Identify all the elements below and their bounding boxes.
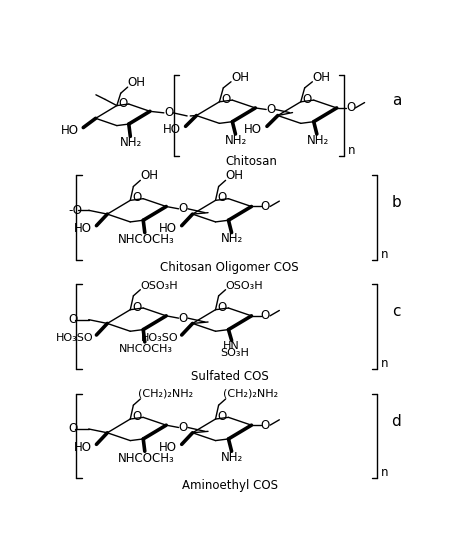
Text: O: O bbox=[261, 419, 270, 432]
Text: n: n bbox=[381, 357, 388, 370]
Text: (CH₂)₂NH₂: (CH₂)₂NH₂ bbox=[223, 389, 278, 399]
Text: HO: HO bbox=[244, 123, 262, 136]
Text: Sulfated COS: Sulfated COS bbox=[191, 370, 269, 383]
Text: OH: OH bbox=[140, 169, 158, 182]
Text: O: O bbox=[221, 93, 230, 106]
Text: O: O bbox=[179, 312, 188, 325]
Text: O: O bbox=[132, 301, 141, 314]
Text: b: b bbox=[392, 195, 401, 210]
Text: O: O bbox=[69, 313, 78, 326]
Text: O: O bbox=[346, 101, 356, 115]
Text: O: O bbox=[132, 192, 141, 205]
Text: Chitosan Oligomer COS: Chitosan Oligomer COS bbox=[160, 261, 299, 274]
Text: HO: HO bbox=[74, 441, 92, 454]
Text: NHCOCH₃: NHCOCH₃ bbox=[118, 233, 175, 246]
Text: NH₂: NH₂ bbox=[221, 451, 244, 464]
Text: O: O bbox=[302, 93, 312, 106]
Text: HO₃SO: HO₃SO bbox=[141, 333, 179, 343]
Text: HO: HO bbox=[163, 123, 181, 136]
Text: O: O bbox=[69, 423, 78, 435]
Text: HO: HO bbox=[159, 222, 177, 235]
Text: a: a bbox=[392, 93, 401, 108]
Text: OH: OH bbox=[226, 169, 244, 182]
Text: O: O bbox=[164, 106, 173, 120]
Text: OSO₃H: OSO₃H bbox=[140, 281, 178, 291]
Text: O: O bbox=[266, 103, 275, 116]
Text: NHCOCH₃: NHCOCH₃ bbox=[118, 452, 175, 465]
Text: O: O bbox=[218, 301, 227, 314]
Text: O: O bbox=[179, 202, 188, 215]
Text: SO₃H: SO₃H bbox=[220, 348, 249, 358]
Text: O: O bbox=[218, 410, 227, 423]
Text: O: O bbox=[132, 410, 141, 423]
Text: O: O bbox=[118, 97, 128, 110]
Text: O: O bbox=[261, 309, 270, 323]
Text: NH₂: NH₂ bbox=[120, 136, 142, 149]
Text: OH: OH bbox=[128, 76, 146, 89]
Text: HO: HO bbox=[159, 441, 177, 454]
Text: HN: HN bbox=[223, 341, 240, 350]
Text: NH₂: NH₂ bbox=[221, 232, 244, 245]
Text: NH₂: NH₂ bbox=[307, 134, 329, 146]
Text: HO: HO bbox=[74, 222, 92, 235]
Text: Chitosan: Chitosan bbox=[226, 154, 277, 168]
Text: HO₃SO: HO₃SO bbox=[56, 333, 93, 343]
Text: NH₂: NH₂ bbox=[225, 134, 247, 146]
Text: n: n bbox=[347, 144, 355, 157]
Text: d: d bbox=[392, 414, 401, 429]
Text: OH: OH bbox=[231, 70, 249, 84]
Text: NHCOCH₃: NHCOCH₃ bbox=[119, 344, 173, 354]
Text: Aminoethyl COS: Aminoethyl COS bbox=[182, 480, 278, 492]
Text: c: c bbox=[392, 305, 401, 319]
Text: (CH₂)₂NH₂: (CH₂)₂NH₂ bbox=[138, 389, 193, 399]
Text: O: O bbox=[261, 200, 270, 213]
Text: -O: -O bbox=[69, 204, 82, 217]
Text: n: n bbox=[381, 466, 388, 480]
Text: OSO₃H: OSO₃H bbox=[226, 281, 263, 291]
Text: HO: HO bbox=[61, 124, 79, 137]
Text: n: n bbox=[381, 248, 388, 260]
Text: O: O bbox=[218, 192, 227, 205]
Text: O: O bbox=[179, 421, 188, 434]
Text: OH: OH bbox=[312, 70, 330, 84]
